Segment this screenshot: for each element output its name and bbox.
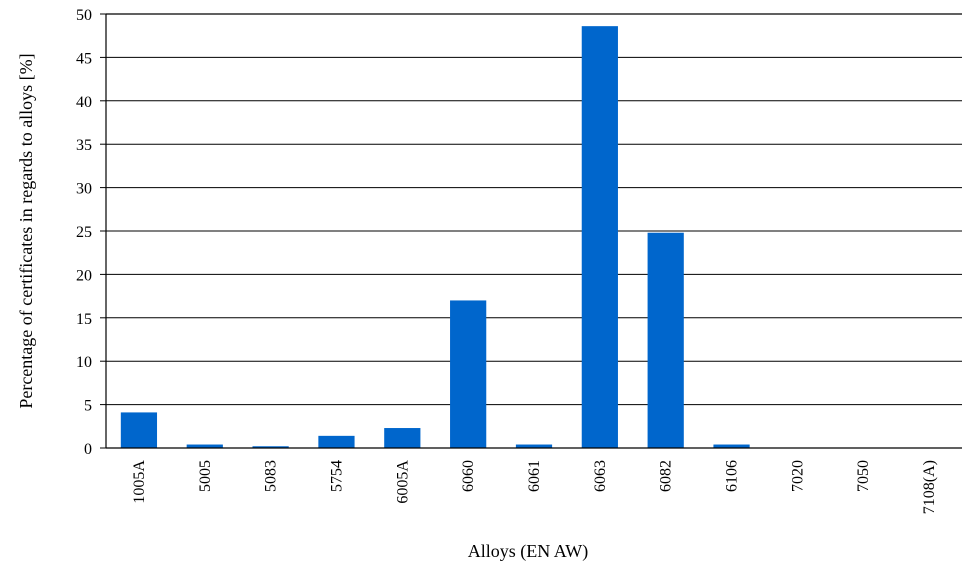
x-tick-label: 6061 [526, 460, 543, 492]
x-tick-label: 7108(A) [921, 460, 938, 514]
y-tick-label: 30 [76, 181, 92, 198]
y-axis-title: Percentage of certificates in regards to… [16, 53, 36, 408]
y-tick-label: 15 [76, 311, 92, 328]
bar-5754 [318, 435, 355, 448]
bar-6005a [384, 428, 421, 448]
y-tick-label: 25 [76, 224, 92, 241]
x-tick-label: 6060 [460, 460, 477, 492]
bar-5083 [252, 446, 289, 448]
y-tick-label: 40 [76, 94, 92, 111]
x-tick-label: 5083 [263, 460, 280, 492]
x-tick-label: 6063 [592, 460, 609, 492]
x-tick-label: 7020 [789, 460, 806, 492]
bar-6082 [647, 232, 684, 448]
axes [100, 13, 962, 449]
y-tick-label: 35 [76, 137, 92, 154]
y-tick-label: 5 [84, 398, 92, 415]
bar-5005 [186, 444, 223, 448]
y-tick-label: 20 [76, 267, 92, 284]
x-tick-label: 6082 [658, 460, 675, 492]
bar-6063 [581, 26, 618, 448]
x-tick-label: 5005 [197, 460, 214, 492]
y-tick-labels: 0 5 10 15 20 25 30 35 40 45 50 [76, 7, 92, 458]
bar-6106 [713, 444, 750, 448]
x-tick-label: 6106 [724, 460, 741, 492]
x-tick-labels: 1005A 5005 5083 5754 6005A 6060 6061 6063 6082 61… [131, 460, 938, 515]
bar-6060 [450, 300, 487, 448]
bar-6061 [515, 444, 553, 448]
bars [120, 26, 750, 448]
x-tick-label: 1005A [131, 460, 148, 504]
y-tick-label: 0 [84, 441, 92, 458]
x-tick-label: 7050 [855, 460, 872, 492]
y-tick-label: 45 [76, 50, 92, 67]
bar-1005a [120, 412, 158, 448]
y-tick-label: 10 [76, 354, 92, 371]
y-tick-label: 50 [76, 7, 92, 24]
x-tick-label: 6005A [394, 460, 411, 504]
gridlines [106, 13, 962, 406]
x-tick-label: 5754 [328, 460, 345, 492]
x-axis-title: Alloys (EN AW) [468, 541, 589, 562]
